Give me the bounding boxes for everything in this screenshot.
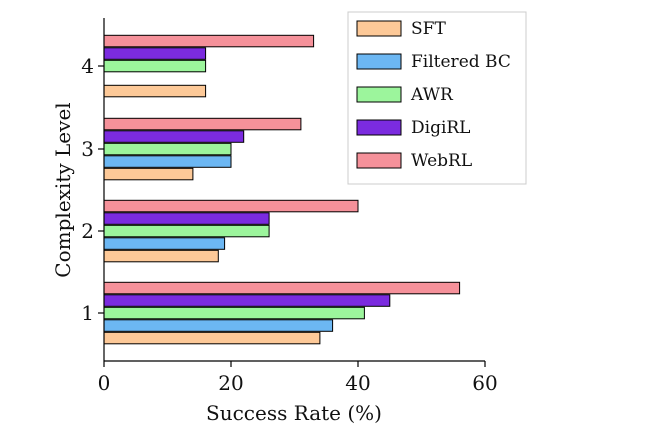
- bar-filtered-bc-level-3: [103, 155, 232, 168]
- y-tick-label: 4: [81, 54, 94, 78]
- legend-swatch-digirl: [356, 119, 402, 136]
- y-tick-label: 1: [81, 301, 94, 325]
- bar-digirl-level-3: [103, 130, 245, 143]
- legend-swatch-filtered-bc: [356, 53, 402, 70]
- bar-awr-level-2: [103, 224, 270, 238]
- legend-swatch-sft: [356, 20, 402, 37]
- bar-webrl-level-3: [103, 117, 302, 131]
- y-ticks-group: 1 2 3 4: [81, 54, 104, 325]
- y-tick-label: 2: [81, 219, 94, 243]
- bar-sft-level-2: [103, 249, 219, 263]
- x-tick-label: 40: [345, 371, 370, 395]
- bar-digirl-level-2: [103, 212, 270, 225]
- bar-sft-level-4: [103, 84, 207, 98]
- bar-awr-level-3: [103, 142, 232, 156]
- bar-sft-level-3: [103, 167, 194, 181]
- bar-webrl-level-2: [103, 199, 359, 213]
- bar-awr-level-4: [103, 59, 207, 73]
- bar-webrl-level-1: [103, 281, 461, 295]
- x-tick-label: 60: [472, 371, 497, 395]
- y-tick-label: 3: [81, 137, 94, 161]
- x-ticks-group: 0 20 40 60: [98, 361, 498, 395]
- legend-label: DigiRL: [411, 118, 470, 138]
- bar-webrl-level-4: [103, 34, 315, 48]
- bar-awr-level-1: [103, 306, 365, 320]
- legend: SFT Filtered BC AWR DigiRL WebRL: [347, 11, 527, 185]
- legend-label: Filtered BC: [411, 52, 511, 72]
- legend-swatch-webrl: [356, 152, 402, 169]
- bar-filtered-bc-level-1: [103, 319, 334, 332]
- legend-label: SFT: [411, 19, 446, 39]
- bar-digirl-level-1: [103, 294, 391, 307]
- bars-group: [103, 34, 461, 345]
- legend-swatch-awr: [356, 86, 402, 103]
- bar-filtered-bc-level-2: [103, 237, 226, 250]
- legend-label: AWR: [410, 85, 454, 105]
- x-axis-title: Success Rate (%): [206, 401, 382, 425]
- x-tick-label: 20: [218, 371, 243, 395]
- bar-digirl-level-4: [103, 47, 207, 60]
- legend-label: WebRL: [411, 151, 472, 171]
- x-tick-label: 0: [98, 371, 111, 395]
- bar-sft-level-1: [103, 331, 321, 345]
- y-axis-title: Complexity Level: [51, 102, 75, 277]
